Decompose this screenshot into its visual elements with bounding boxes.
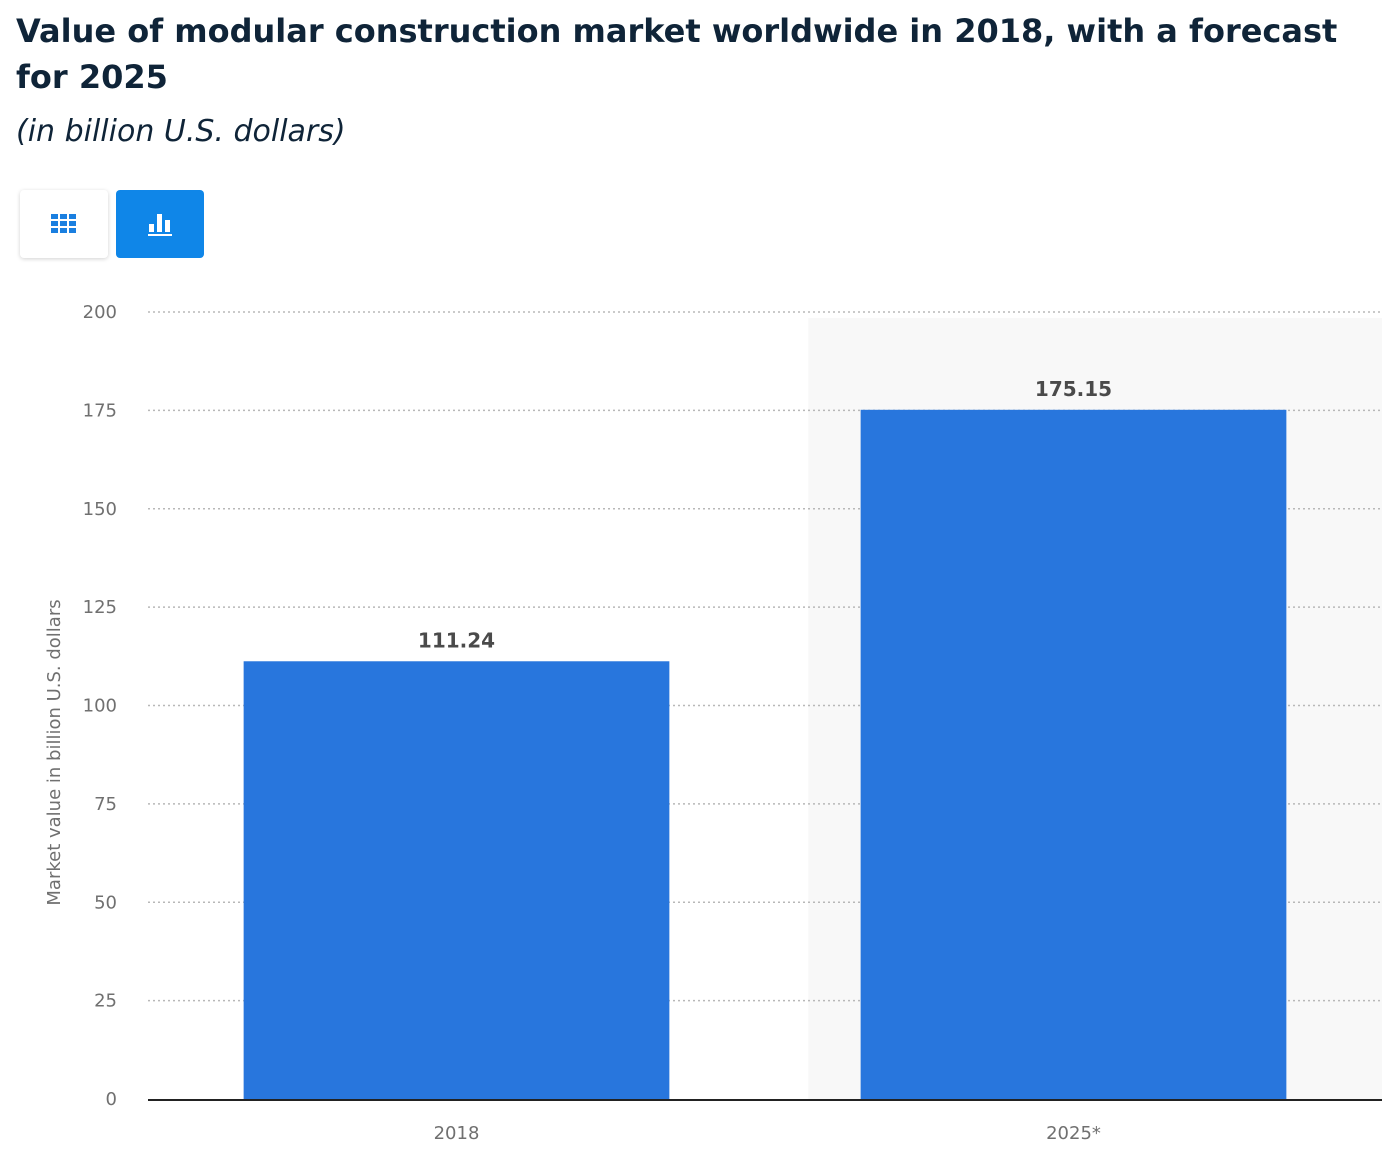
y-tick-label: 0: [106, 1089, 117, 1110]
chart-title: Value of modular construction market wor…: [16, 12, 1338, 96]
y-axis-title: Market value in billion U.S. dollars: [44, 599, 65, 905]
x-tick-label: 2018: [434, 1123, 480, 1144]
table-grid-icon: [51, 214, 76, 233]
bar-2025[interactable]: [860, 409, 1287, 1099]
y-tick-label: 50: [94, 892, 117, 913]
bar-value-label: 175.15: [1035, 377, 1112, 401]
bar-value-label: 111.24: [418, 628, 495, 652]
bar-chart: 0 25 50 75 100 125 150 175 200 111.24 175.15 2018…: [44, 302, 1382, 1144]
y-tick-label: 150: [83, 499, 117, 520]
y-tick-label: 125: [83, 597, 117, 618]
chart-subtitle: (in billion U.S. dollars): [16, 114, 346, 149]
y-tick-label: 200: [83, 302, 117, 323]
table-view-button[interactable]: [20, 190, 108, 258]
x-tick-label: 2025*: [1046, 1123, 1101, 1144]
y-tick-label: 75: [94, 794, 117, 815]
bar-2018[interactable]: [243, 661, 670, 1099]
bar-chart-icon: [148, 214, 172, 236]
y-tick-label: 25: [94, 991, 117, 1012]
y-tick-label: 100: [83, 696, 117, 717]
y-tick-label: 175: [83, 400, 117, 421]
chart-view-button[interactable]: [116, 190, 204, 258]
